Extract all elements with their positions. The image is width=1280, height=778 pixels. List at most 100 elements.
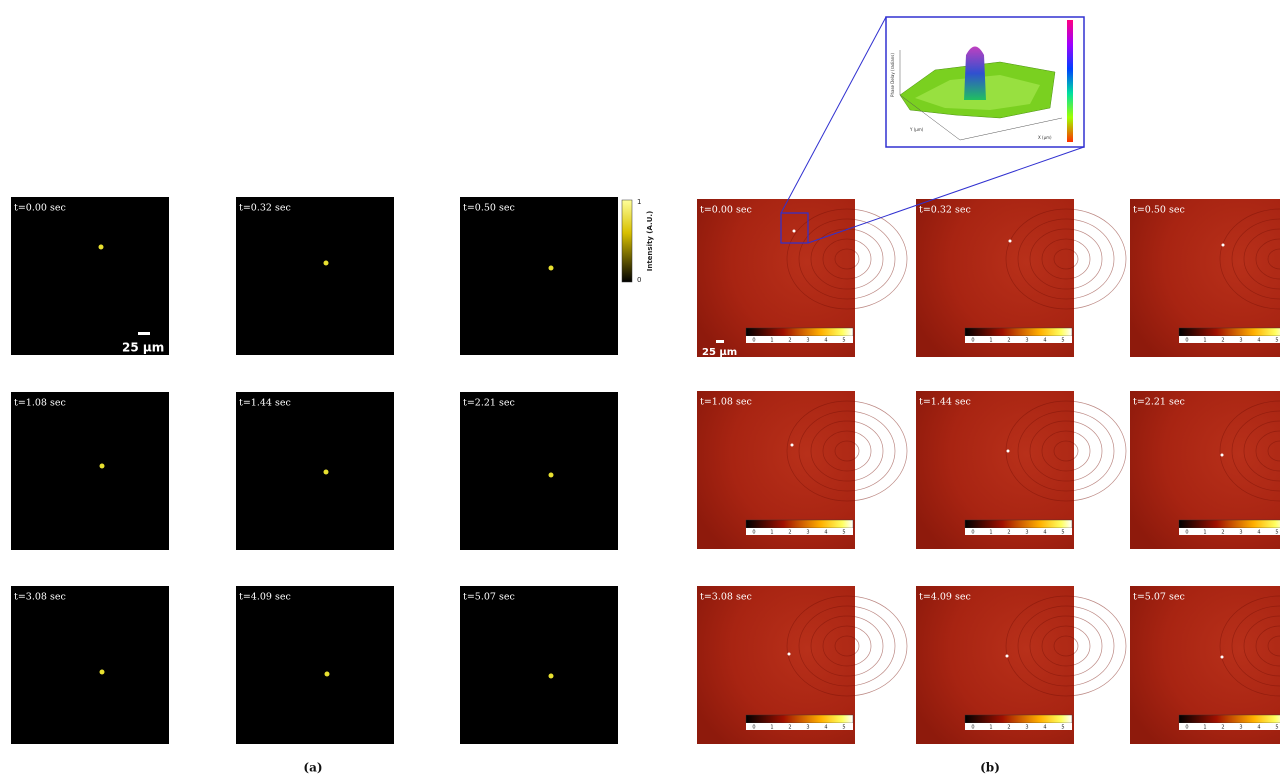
colorbar-tick: 4 xyxy=(1257,530,1260,536)
particle xyxy=(1220,453,1224,457)
scale-bar-label: 25 µm xyxy=(702,347,737,358)
caption: (a) xyxy=(303,761,322,775)
colorbar-label: Intensity (A.U.) xyxy=(646,211,654,272)
inset-z-label: Phase Delay (radians) xyxy=(890,53,895,97)
time-label: t=5.07 sec xyxy=(463,592,515,603)
colorbar-tick: 3 xyxy=(1025,338,1028,344)
fringe xyxy=(810,615,884,677)
colorbar-tick: 4 xyxy=(1043,530,1046,536)
colorbar-tick: 1 xyxy=(1203,530,1206,536)
inset-y-label: Y (µm) xyxy=(909,127,924,132)
colorbar-ticks-bg xyxy=(746,723,853,730)
time-label: t=0.32 sec xyxy=(919,205,971,216)
colorbar-ticks-bg xyxy=(965,336,1072,343)
colorbar-tick: 5 xyxy=(842,725,845,731)
colorbar-tick: 2 xyxy=(1007,725,1010,731)
colorbar-tick: 5 xyxy=(1061,530,1064,536)
colorbar-tick: 5 xyxy=(842,338,845,344)
particle xyxy=(323,260,329,266)
colorbar-tick: 0 xyxy=(752,530,755,536)
colorbar-tick: 1 xyxy=(770,338,773,344)
frame xyxy=(460,392,618,550)
fringe xyxy=(1041,625,1091,667)
colorbar-tick: 0 xyxy=(752,338,755,344)
colorbar-max: 1 xyxy=(637,198,641,206)
caption: (b) xyxy=(980,761,1000,775)
colorbar-ticks-bg xyxy=(746,528,853,535)
colorbar-tick: 4 xyxy=(1257,338,1260,344)
colorbar-tick: 4 xyxy=(1043,725,1046,731)
time-label: t=0.00 sec xyxy=(14,203,66,214)
fringe xyxy=(1231,410,1280,492)
fringe xyxy=(1041,430,1091,472)
fringe xyxy=(1267,248,1280,270)
fringe xyxy=(1243,228,1280,290)
colorbar-tick: 5 xyxy=(1275,530,1278,536)
time-label: t=3.08 sec xyxy=(14,592,66,603)
fringe xyxy=(834,440,860,462)
fringe xyxy=(810,420,884,482)
fringe xyxy=(1267,440,1280,462)
scale-bar xyxy=(716,340,724,343)
colorbar xyxy=(1178,714,1280,724)
particle xyxy=(548,265,554,271)
fringe xyxy=(1053,635,1079,657)
time-label: t=0.50 sec xyxy=(1133,205,1185,216)
particle xyxy=(324,671,330,677)
inset-axes xyxy=(899,50,1063,141)
fringe xyxy=(1243,615,1280,677)
colorbar-tick: 0 xyxy=(971,725,974,731)
colorbar xyxy=(621,199,633,283)
colorbar-tick: 2 xyxy=(1221,530,1224,536)
fringe xyxy=(822,430,872,472)
colorbar-tick: 5 xyxy=(842,530,845,536)
colorbar-tick: 3 xyxy=(1239,725,1242,731)
particle xyxy=(99,669,105,675)
particle xyxy=(1220,655,1224,659)
fringe xyxy=(834,635,860,657)
time-label: t=0.32 sec xyxy=(239,203,291,214)
colorbar-ticks-bg xyxy=(746,336,853,343)
fringe xyxy=(1029,228,1103,290)
fringe xyxy=(1255,238,1280,280)
particle xyxy=(1005,654,1009,658)
frame xyxy=(460,586,618,744)
colorbar-tick: 2 xyxy=(1007,338,1010,344)
time-label: t=1.44 sec xyxy=(239,398,291,409)
inset-x-label: X (µm) xyxy=(1038,135,1052,140)
time-label: t=5.07 sec xyxy=(1133,592,1185,603)
fringe xyxy=(786,400,908,502)
particle xyxy=(790,443,794,447)
colorbar-tick: 2 xyxy=(1221,338,1224,344)
colorbar-tick: 3 xyxy=(1239,338,1242,344)
fringe xyxy=(1219,595,1280,697)
colorbar-tick: 4 xyxy=(824,725,827,731)
colorbar-tick: 1 xyxy=(770,725,773,731)
colorbar xyxy=(1178,519,1280,529)
colorbar-tick: 1 xyxy=(1203,725,1206,731)
time-label: t=0.00 sec xyxy=(700,205,752,216)
time-label: t=1.08 sec xyxy=(700,397,752,408)
fringe xyxy=(786,208,908,310)
zoom-line xyxy=(780,16,887,214)
fringe xyxy=(798,218,896,300)
fringe xyxy=(1005,400,1127,502)
colorbar-tick: 4 xyxy=(824,530,827,536)
time-label: t=3.08 sec xyxy=(700,592,752,603)
colorbar-tick: 4 xyxy=(1257,725,1260,731)
colorbar-tick: 0 xyxy=(971,338,974,344)
time-label: t=4.09 sec xyxy=(919,592,971,603)
colorbar-tick: 3 xyxy=(806,530,809,536)
fringe xyxy=(1017,218,1115,300)
fringe xyxy=(1219,208,1280,310)
colorbar-tick: 2 xyxy=(1221,725,1224,731)
colorbar-tick: 2 xyxy=(788,530,791,536)
fringe xyxy=(1017,605,1115,687)
fringe xyxy=(1005,595,1127,697)
colorbar-tick: 3 xyxy=(806,338,809,344)
fringe xyxy=(786,595,908,697)
colorbar xyxy=(745,327,854,337)
fringe xyxy=(798,605,896,687)
